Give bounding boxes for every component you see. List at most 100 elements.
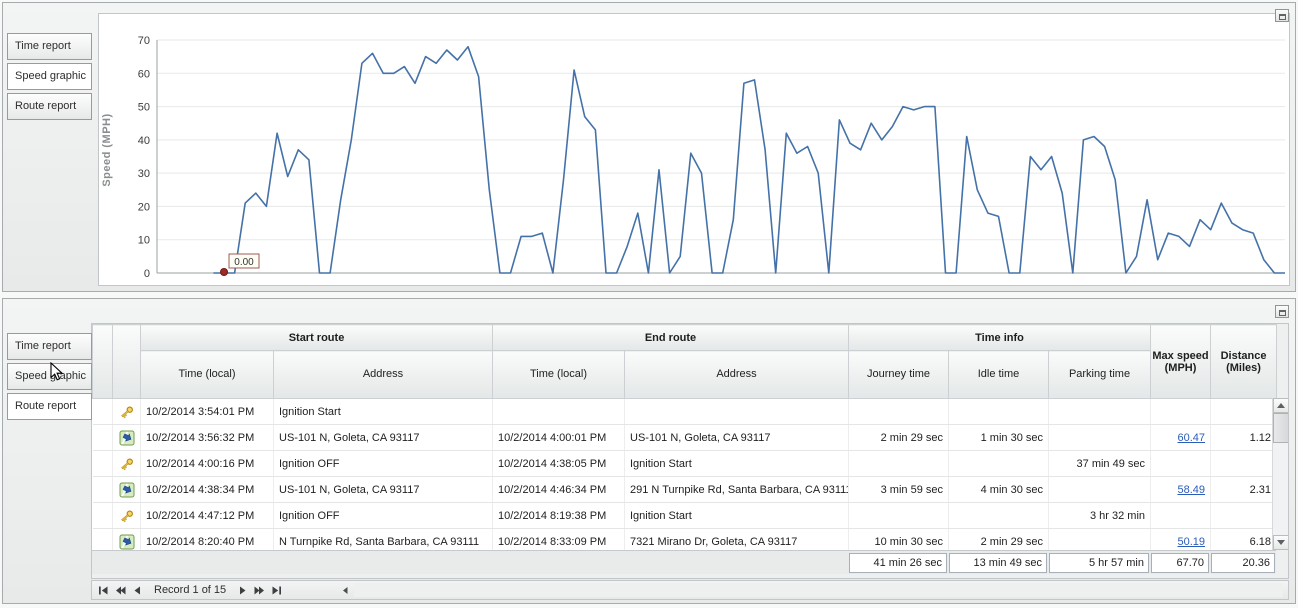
route-icon — [112, 424, 141, 451]
prev-record-icon — [134, 586, 140, 594]
column-header-idle-time[interactable]: Idle time — [948, 350, 1049, 399]
column-header-parking-time[interactable]: Parking time — [1047, 350, 1152, 399]
bottom-tab-column: Time report Speed graphic Route report — [7, 333, 92, 423]
first-record-button[interactable] — [95, 582, 112, 598]
cell-start-time[interactable]: 10/2/2014 4:00:16 PM — [140, 450, 274, 477]
cell-end-address[interactable]: Ignition Start — [624, 502, 849, 529]
cell-parking-time[interactable] — [1048, 476, 1152, 503]
cell-parking-time[interactable]: 3 hr 32 min — [1048, 502, 1152, 529]
cell-start-time[interactable]: 10/2/2014 3:54:01 PM — [140, 398, 274, 425]
tab-route-report[interactable]: Route report — [7, 93, 92, 120]
cell-max-speed[interactable] — [1150, 450, 1212, 477]
scroll-left-button[interactable] — [337, 582, 354, 598]
cell-end-address[interactable]: US-101 N, Goleta, CA 93117 — [624, 424, 849, 451]
cell-max-speed[interactable]: 58.49 — [1150, 476, 1212, 503]
cell-distance[interactable]: 1.12 — [1210, 424, 1278, 451]
column-header-end-time[interactable]: Time (local) — [492, 350, 625, 399]
cell-max-speed[interactable] — [1150, 398, 1212, 425]
svg-text:30: 30 — [138, 168, 150, 180]
cell-start-address[interactable]: Ignition OFF — [273, 450, 493, 477]
cell-distance[interactable] — [1210, 450, 1278, 477]
cell-idle-time[interactable] — [948, 398, 1049, 425]
cell-start-time[interactable]: 10/2/2014 4:38:34 PM — [140, 476, 274, 503]
cell-start-address[interactable]: Ignition OFF — [273, 502, 493, 529]
horizontal-scrollbar[interactable] — [354, 583, 1283, 597]
cell-max-speed[interactable]: 60.47 — [1150, 424, 1212, 451]
cell-end-address[interactable] — [624, 398, 849, 425]
column-header-end-address[interactable]: Address — [624, 350, 849, 399]
cell-end-time[interactable]: 10/2/2014 8:19:38 PM — [492, 502, 625, 529]
next-record-button[interactable] — [234, 582, 251, 598]
next-record-icon — [240, 586, 246, 594]
row-indicator — [92, 450, 113, 477]
column-header-start-time[interactable]: Time (local) — [140, 350, 274, 399]
cell-distance[interactable]: 2.31 — [1210, 476, 1278, 503]
scroll-down-button[interactable] — [1273, 535, 1288, 550]
tab-time-report[interactable]: Time report — [7, 33, 92, 60]
column-header-start-address[interactable]: Address — [273, 350, 493, 399]
cell-idle-time[interactable]: 1 min 30 sec — [948, 424, 1049, 451]
arrow-left-icon — [343, 586, 348, 594]
cell-distance[interactable] — [1210, 502, 1278, 529]
svg-text:20: 20 — [138, 201, 150, 213]
cell-idle-time[interactable] — [948, 502, 1049, 529]
last-record-button[interactable] — [268, 582, 285, 598]
cell-idle-time[interactable] — [948, 450, 1049, 477]
group-header-start-route[interactable]: Start route — [140, 324, 493, 351]
cell-journey-time[interactable] — [848, 502, 949, 529]
record-navigator: Record 1 of 15 — [91, 580, 1289, 600]
column-header-distance[interactable]: Distance (Miles) — [1210, 324, 1278, 399]
cell-start-address[interactable]: US-101 N, Goleta, CA 93117 — [273, 476, 493, 503]
tab-speed-graphic[interactable]: Speed graphic — [7, 63, 92, 90]
summary-distance: 20.36 — [1211, 553, 1275, 573]
scroll-up-button[interactable] — [1273, 398, 1288, 413]
cell-start-time[interactable]: 10/2/2014 4:47:12 PM — [140, 502, 274, 529]
cell-start-address[interactable]: Ignition Start — [273, 398, 493, 425]
cell-journey-time[interactable] — [848, 398, 949, 425]
next-page-button[interactable] — [251, 582, 268, 598]
svg-text:10: 10 — [138, 235, 150, 247]
group-header-time-info[interactable]: Time info — [847, 324, 1152, 351]
cell-end-time[interactable]: 10/2/2014 4:46:34 PM — [492, 476, 625, 503]
cell-start-address[interactable]: US-101 N, Goleta, CA 93117 — [273, 424, 493, 451]
max-speed-link[interactable]: 60.47 — [1177, 431, 1206, 444]
scrollbar-thumb[interactable] — [1273, 413, 1288, 443]
collapse-bottom-panel-button[interactable] — [1275, 305, 1289, 318]
route-table: Start route End route Time info Max spee… — [92, 324, 1278, 555]
summary-idle-time: 13 min 49 sec — [949, 553, 1047, 573]
cell-parking-time[interactable] — [1048, 424, 1152, 451]
cell-idle-time[interactable]: 4 min 30 sec — [948, 476, 1049, 503]
cell-parking-time[interactable]: 37 min 49 sec — [1048, 450, 1152, 477]
cell-start-time[interactable]: 10/2/2014 3:56:32 PM — [140, 424, 274, 451]
tab-speed-graphic[interactable]: Speed graphic — [7, 363, 92, 390]
svg-text:0: 0 — [144, 268, 150, 280]
cell-end-time[interactable]: 10/2/2014 4:00:01 PM — [492, 424, 625, 451]
max-speed-link[interactable]: 58.49 — [1177, 483, 1206, 496]
cell-max-speed[interactable] — [1150, 502, 1212, 529]
summary-parking-time: 5 hr 57 min — [1049, 553, 1149, 573]
cell-journey-time[interactable]: 2 min 29 sec — [848, 424, 949, 451]
max-speed-link[interactable]: 50.19 — [1177, 535, 1206, 548]
svg-text:60: 60 — [138, 68, 150, 80]
speed-line-chart[interactable]: 0 10 20 30 40 50 60 70 0.00 — [113, 14, 1289, 285]
cell-end-time[interactable] — [492, 398, 625, 425]
collapse-top-panel-button[interactable] — [1275, 9, 1289, 22]
prev-page-button[interactable] — [112, 582, 129, 598]
prev-record-button[interactable] — [129, 582, 146, 598]
vertical-scrollbar[interactable] — [1272, 398, 1288, 550]
chart-y-axis-label: Speed (MPH) — [101, 112, 113, 187]
cell-distance[interactable] — [1210, 398, 1278, 425]
tab-time-report[interactable]: Time report — [7, 333, 92, 360]
speed-chart-area[interactable]: Speed (MPH) 0 10 20 30 40 50 60 70 0.00 — [98, 13, 1290, 286]
cell-end-address[interactable]: 291 N Turnpike Rd, Santa Barbara, CA 931… — [624, 476, 849, 503]
svg-text:40: 40 — [138, 135, 150, 147]
cell-journey-time[interactable] — [848, 450, 949, 477]
group-header-end-route[interactable]: End route — [492, 324, 849, 351]
cell-parking-time[interactable] — [1048, 398, 1152, 425]
tab-route-report[interactable]: Route report — [7, 393, 92, 420]
cell-end-time[interactable]: 10/2/2014 4:38:05 PM — [492, 450, 625, 477]
column-header-max-speed[interactable]: Max speed (MPH) — [1150, 324, 1212, 399]
cell-journey-time[interactable]: 3 min 59 sec — [848, 476, 949, 503]
column-header-journey-time[interactable]: Journey time — [848, 350, 949, 399]
cell-end-address[interactable]: Ignition Start — [624, 450, 849, 477]
